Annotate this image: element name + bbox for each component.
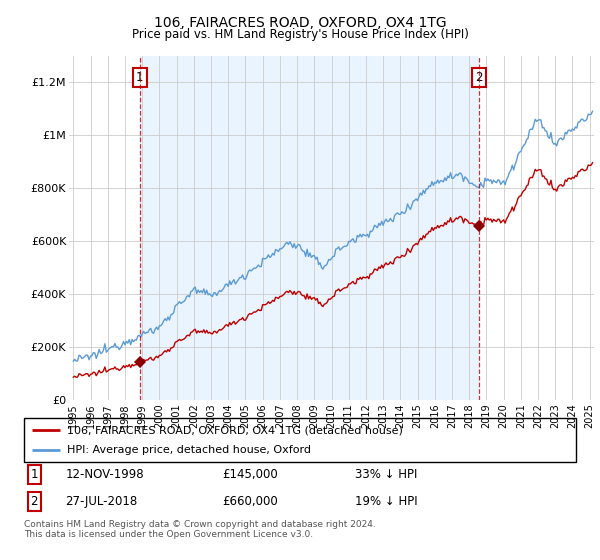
Text: 2: 2 — [475, 71, 483, 83]
Text: 27-JUL-2018: 27-JUL-2018 — [65, 495, 137, 508]
Text: £660,000: £660,000 — [223, 495, 278, 508]
Text: 1: 1 — [136, 71, 143, 83]
Text: 19% ↓ HPI: 19% ↓ HPI — [355, 495, 418, 508]
Text: Price paid vs. HM Land Registry's House Price Index (HPI): Price paid vs. HM Land Registry's House … — [131, 28, 469, 41]
Text: 106, FAIRACRES ROAD, OXFORD, OX4 1TG: 106, FAIRACRES ROAD, OXFORD, OX4 1TG — [154, 16, 446, 30]
Text: 33% ↓ HPI: 33% ↓ HPI — [355, 468, 418, 481]
Text: Contains HM Land Registry data © Crown copyright and database right 2024.
This d: Contains HM Land Registry data © Crown c… — [24, 520, 376, 539]
Text: HPI: Average price, detached house, Oxford: HPI: Average price, detached house, Oxfo… — [67, 445, 311, 455]
Text: 2: 2 — [31, 495, 38, 508]
Text: 106, FAIRACRES ROAD, OXFORD, OX4 1TG (detached house): 106, FAIRACRES ROAD, OXFORD, OX4 1TG (de… — [67, 425, 403, 435]
Text: 1: 1 — [31, 468, 38, 481]
Text: 12-NOV-1998: 12-NOV-1998 — [65, 468, 144, 481]
Text: £145,000: £145,000 — [223, 468, 278, 481]
Bar — [140, 56, 479, 400]
